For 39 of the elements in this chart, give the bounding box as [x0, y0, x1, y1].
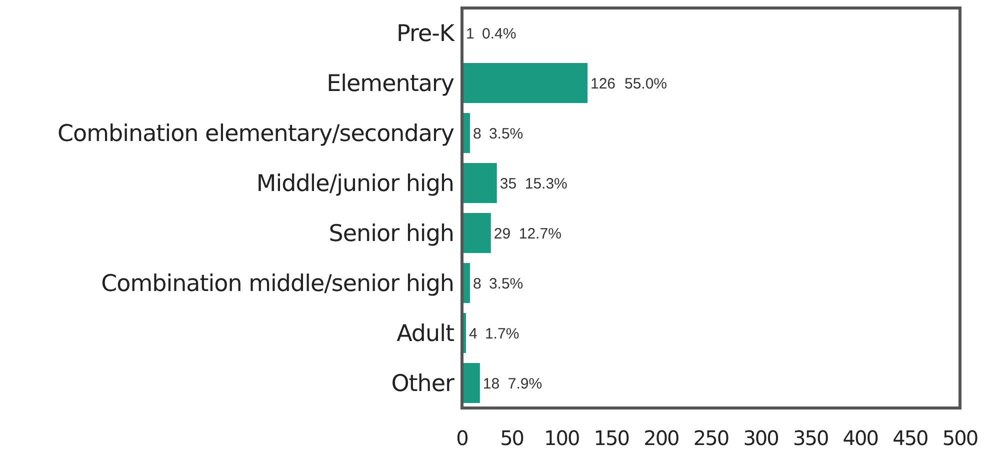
y-tick-label: Other [391, 371, 456, 398]
bar [462, 363, 480, 403]
annotation: 15.3% [524, 175, 568, 192]
y-tick-label: Elementary [326, 71, 454, 98]
x-tick-label: 500 [942, 426, 978, 450]
x-tick-label: 450 [892, 426, 928, 450]
annotation: 1.7% [484, 325, 520, 342]
x-tick-label: 250 [693, 426, 729, 450]
annotation: 12.7% [518, 225, 562, 242]
data-label: 35 [500, 175, 517, 192]
x-tick-label: 50 [500, 426, 524, 450]
data-label: 8 [472, 275, 482, 292]
annotation: 55.0% [624, 75, 668, 92]
data-label: 29 [494, 225, 511, 242]
y-tick-label: Middle/junior high [256, 171, 454, 198]
bar [462, 63, 588, 103]
x-tick-label: 0 [456, 426, 468, 450]
x-tick-label: 400 [842, 426, 878, 450]
y-tick-label: Combination elementary/secondary [57, 121, 454, 148]
annotation: 0.4% [482, 25, 516, 42]
bar [462, 163, 497, 203]
y-tick-label: Senior high [328, 221, 454, 248]
y-tick-label: Combination middle/senior high [101, 271, 454, 298]
data-label: 8 [472, 125, 482, 142]
annotation: 3.5% [488, 125, 524, 142]
data-label: 18 [482, 375, 500, 392]
bar [462, 213, 491, 253]
x-tick-label: 200 [644, 426, 680, 450]
data-label: 4 [468, 325, 478, 342]
annotation: 7.9% [508, 375, 542, 392]
x-tick-label: 350 [793, 426, 828, 450]
data-label: 1 [466, 25, 474, 42]
y-tick-label: Pre-K [396, 21, 456, 48]
x-tick-label: 100 [544, 426, 580, 450]
data-label: 126 [590, 75, 616, 92]
x-tick-label: 150 [594, 426, 630, 450]
annotation: 3.5% [488, 275, 524, 292]
x-tick-label: 300 [743, 426, 779, 450]
y-tick-label: Adult [396, 321, 454, 348]
